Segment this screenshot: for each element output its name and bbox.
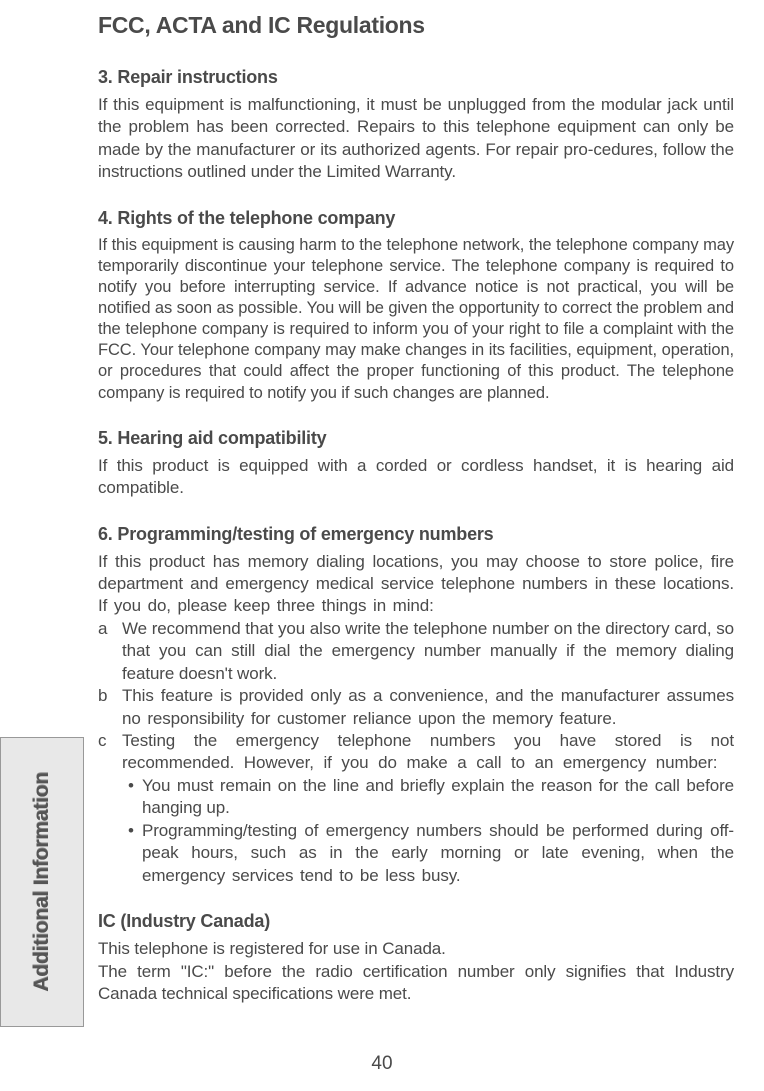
section-heading: 3. Repair instructions [98,67,734,88]
bullet-content: Programming/testing of emergency numbers… [140,820,734,887]
section-heading: 6. Programming/testing of emergency numb… [98,524,734,545]
section-heading: IC (Industry Canada) [98,911,734,932]
side-tab-label: Additional Information [30,772,54,992]
bullet-list: • You must remain on the line and briefl… [98,775,734,887]
section-body: If this equipment is malfunctioning, it … [98,94,734,184]
list-marker: c [98,730,122,775]
section-hearing: 5. Hearing aid compatibility If this pro… [98,428,734,500]
section-body: If this equipment is causing harm to the… [98,235,734,404]
section-body: If this product is equipped with a corde… [98,455,734,500]
section-heading: 5. Hearing aid compatibility [98,428,734,449]
section-repair: 3. Repair instructions If this equipment… [98,67,734,184]
bullet-marker: • [128,775,140,820]
section-intro: If this product has memory dialing locat… [98,551,734,618]
list-item-c: c Testing the emergency telephone number… [98,730,734,775]
list-item-b: b This feature is provided only as a con… [98,685,734,730]
bullet-content: You must remain on the line and briefly … [140,775,734,820]
page-number: 40 [371,1053,392,1075]
list-marker: a [98,618,122,685]
list-content: We recommend that you also write the tel… [122,618,734,685]
section-line-2: The term "IC:" before the radio certific… [98,961,734,1006]
section-heading: 4. Rights of the telephone company [98,208,734,229]
section-line-1: This telephone is registered for use in … [98,938,734,960]
list-content: This feature is provided only as a conve… [122,685,734,730]
list-content: Testing the emergency telephone numbers … [122,730,734,775]
bullet-item: • You must remain on the line and briefl… [128,775,734,820]
list-item-a: a We recommend that you also write the t… [98,618,734,685]
side-tab: Additional Information [0,737,84,1027]
bullet-item: • Programming/testing of emergency numbe… [128,820,734,887]
section-rights: 4. Rights of the telephone company If th… [98,208,734,404]
section-programming: 6. Programming/testing of emergency numb… [98,524,734,888]
page-title: FCC, ACTA and IC Regulations [98,12,734,39]
section-ic: IC (Industry Canada) This telephone is r… [98,911,734,1005]
list-marker: b [98,685,122,730]
bullet-marker: • [128,820,140,887]
